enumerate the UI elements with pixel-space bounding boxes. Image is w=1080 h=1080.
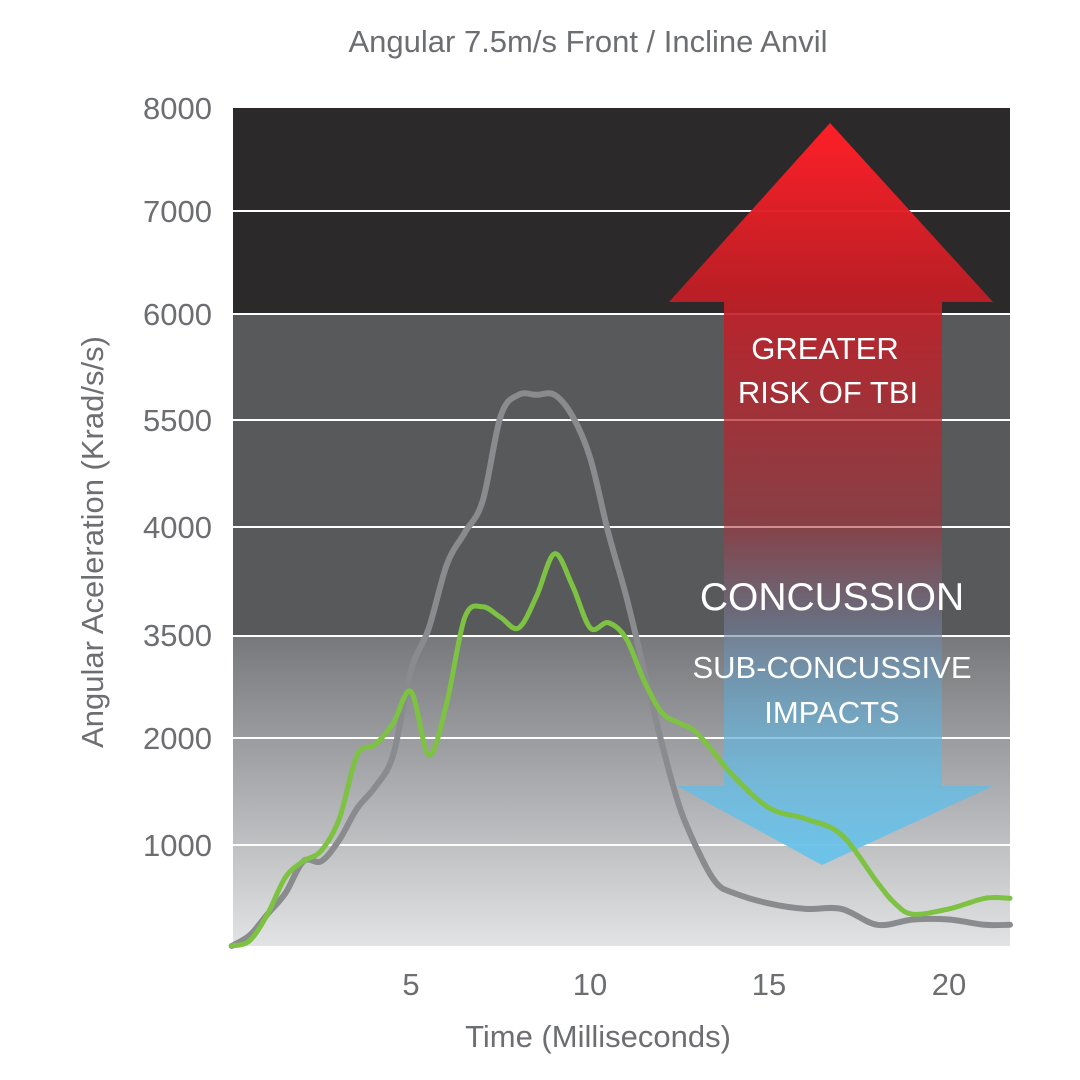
y-tick-label: 6000 — [143, 297, 212, 332]
y-tick-label: 7000 — [143, 194, 212, 229]
x-axis: 5 10 15 20 — [402, 967, 966, 1002]
x-tick-label: 20 — [932, 967, 966, 1002]
chart-title: Angular 7.5m/s Front / Incline Anvil — [348, 24, 827, 59]
y-axis: 1000 2000 3500 4000 5500 6000 7000 8000 — [143, 91, 212, 863]
y-tick-label: 1000 — [143, 828, 212, 863]
up-arrow-label-line1: GREATER — [751, 331, 899, 366]
risk-down-arrow — [677, 520, 993, 865]
x-axis-label: Time (Milliseconds) — [465, 1019, 731, 1054]
y-tick-label: 2000 — [143, 721, 212, 756]
concussion-label: CONCUSSION — [700, 576, 964, 619]
up-arrow-label-line2: RISK OF TBI — [738, 375, 918, 410]
x-tick-label: 15 — [752, 967, 786, 1002]
x-tick-label: 10 — [573, 967, 607, 1002]
y-tick-label: 4000 — [143, 510, 212, 545]
down-arrow-label-line1: SUB-CONCUSSIVE — [692, 650, 971, 685]
y-axis-label: Angular Aceleration (Krad/s/s) — [75, 336, 110, 748]
series-line-green — [229, 551, 1013, 949]
y-tick-label: 5500 — [143, 403, 212, 438]
x-tick-label: 5 — [402, 967, 419, 1002]
series-line-gray — [228, 390, 1013, 949]
y-tick-label: 8000 — [143, 91, 212, 126]
y-tick-label: 3500 — [143, 618, 212, 653]
down-arrow-label-line2: IMPACTS — [764, 695, 900, 730]
